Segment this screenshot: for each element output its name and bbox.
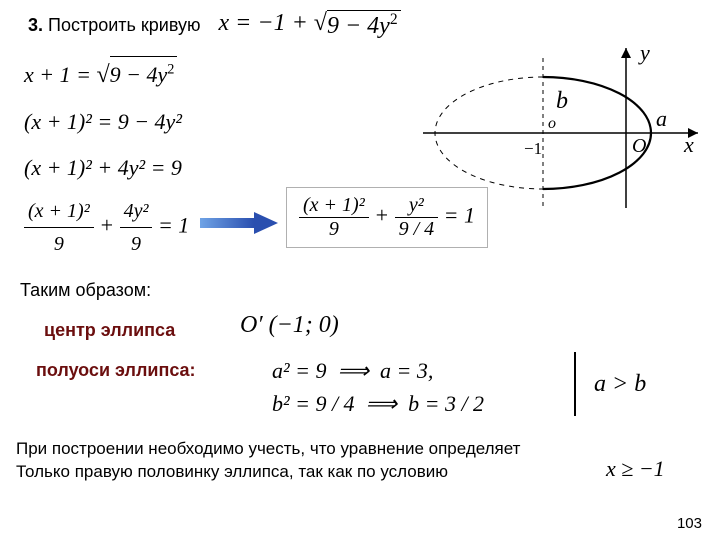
a-gt-b-block: a > b [574,352,646,416]
semiaxes-equations: a² = 9 ⟹ a = 3, b² = 9 / 4 ⟹ b = 3 / 2 [272,354,484,420]
semi-b: b² = 9 / 4 ⟹ b = 3 / 2 [272,387,484,420]
problem-text: Построить кривую [48,15,201,35]
implies-arrow-icon [200,210,280,236]
note-line-2: Только правую половинку эллипса, так как… [16,461,520,484]
deriv-line-2: (x + 1)² = 9 − 4y² [24,104,189,139]
ellipse-graph: y x a b O o −1 [408,38,708,218]
problem-equation: x = −1 + 9 − 4y2 [219,10,401,40]
origin-label: O [632,135,646,157]
vertical-bar-icon [574,352,576,416]
page-number: 103 [677,515,702,532]
eq-radicand: 9 − 4y [327,13,390,39]
eq-prefix: x = −1 + [219,10,314,36]
deriv-line-1: x + 1 = 9 − 4y2 [24,56,189,94]
deriv-line-3: (x + 1)² + 4y² = 9 [24,150,189,185]
thus-label: Таким образом: [20,280,151,301]
a-gt-b-text: a > b [594,371,646,398]
derivation-block: x + 1 = 9 − 4y2 (x + 1)² = 9 − 4y² (x + … [24,56,189,270]
a-label: a [656,106,667,131]
semi-a: a² = 9 ⟹ a = 3, [272,354,484,387]
y-axis-label: y [638,40,650,65]
note-line-1: При построении необходимо учесть, что ур… [16,438,520,461]
eq-sup: 2 [390,11,398,28]
deriv-line-4: (x + 1)²9 + 4y²9 = 1 [24,195,189,260]
semiaxes-label: полуоси эллипса: [36,360,196,381]
x-axis-label: x [683,132,694,157]
center-label: центр эллипса [44,320,175,341]
b-label: b [556,88,568,114]
problem-number: 3. [28,15,43,35]
center-value: O′ (−1; 0) [240,312,339,339]
condition: x ≥ −1 [606,456,665,482]
construction-note: При построении необходимо учесть, что ур… [16,438,520,484]
problem-title: 3. Построить кривую x = −1 + 9 − 4y2 [28,10,401,40]
o-prime-label: o [548,115,556,132]
minus-one-label: −1 [524,139,542,158]
